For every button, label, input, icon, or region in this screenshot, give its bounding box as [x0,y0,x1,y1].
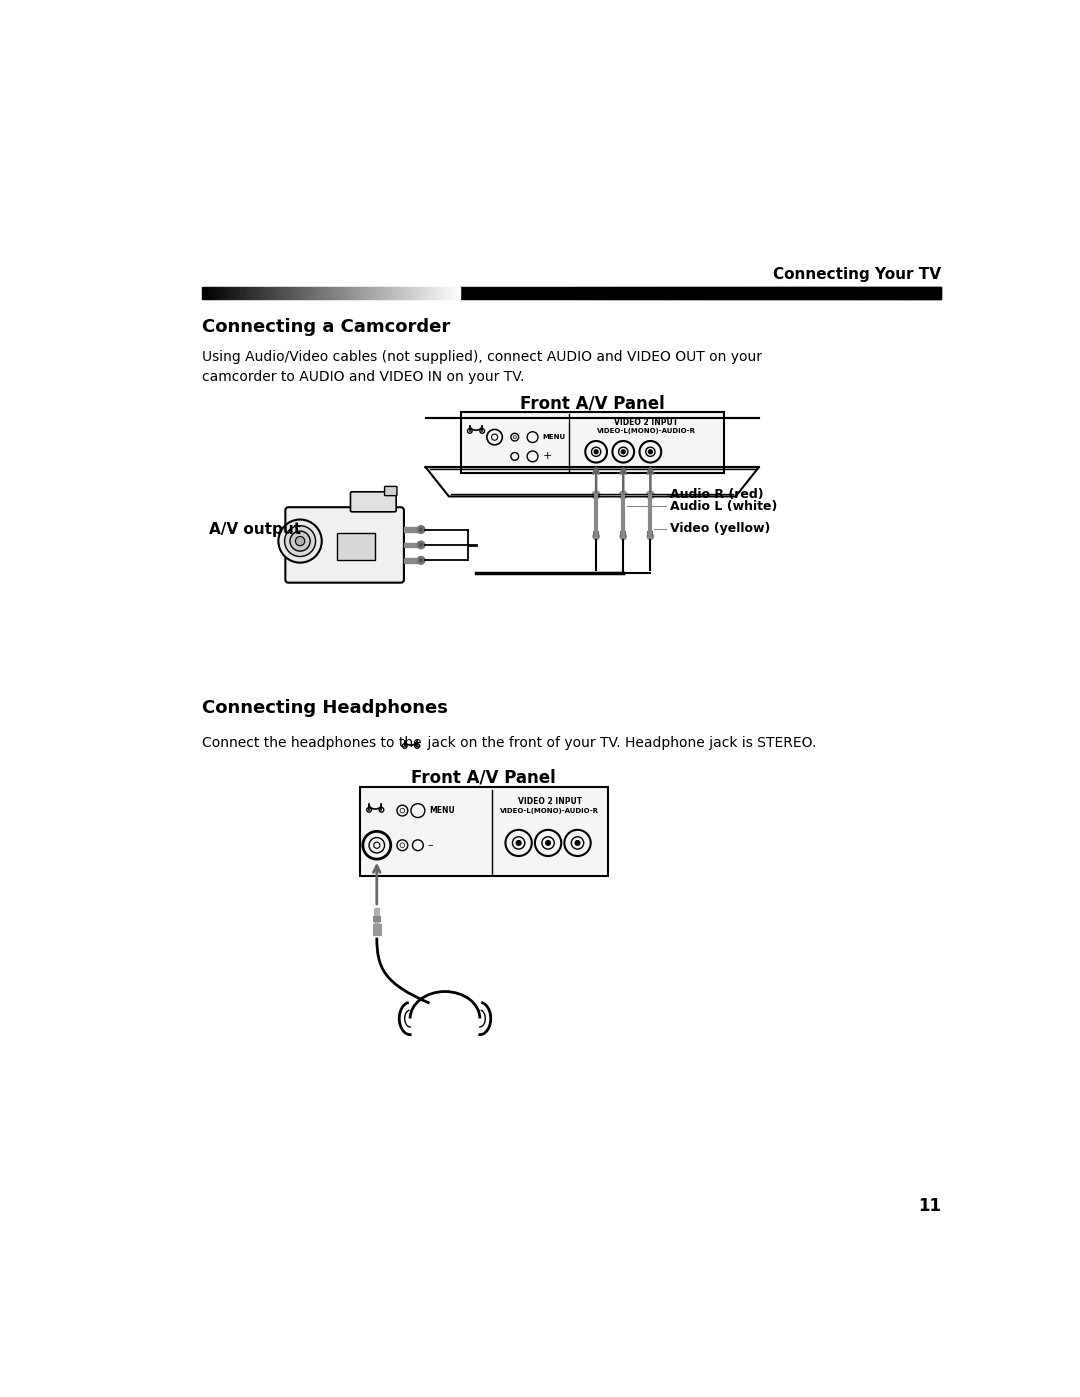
Bar [404,557,419,563]
Bar [593,531,599,538]
Text: MENU: MENU [430,806,456,814]
Bar [373,916,380,922]
Circle shape [621,450,625,454]
Bar [647,531,653,538]
Circle shape [279,520,322,563]
FancyBboxPatch shape [384,486,397,496]
Circle shape [419,559,422,562]
Circle shape [620,534,626,539]
Text: Front A/V Panel: Front A/V Panel [411,768,556,787]
Text: VIDEO 2 INPUT: VIDEO 2 INPUT [517,796,582,806]
Text: VIDEO-L(MONO)-AUDIO-R: VIDEO-L(MONO)-AUDIO-R [500,807,599,813]
Text: VIDEO 2 INPUT: VIDEO 2 INPUT [615,418,678,427]
Text: Connecting Headphones: Connecting Headphones [202,698,447,717]
FancyBboxPatch shape [350,492,396,511]
Text: jack on the front of your TV. Headphone jack is STEREO.: jack on the front of your TV. Headphone … [422,736,815,750]
Bar [360,788,608,876]
Text: 11: 11 [918,1197,941,1215]
Circle shape [619,490,627,499]
Bar [460,412,724,474]
Text: +: + [542,451,552,461]
Text: Using Audio/Video cables (not supplied), connect AUDIO and VIDEO OUT on your
cam: Using Audio/Video cables (not supplied),… [202,351,761,384]
Bar [373,923,380,936]
Circle shape [417,525,424,534]
Bar [337,534,375,560]
Circle shape [593,534,599,539]
Circle shape [647,490,654,499]
Text: Connect the headphones to the: Connect the headphones to the [202,736,426,750]
Circle shape [291,531,310,550]
Text: Connecting a Camcorder: Connecting a Camcorder [202,317,450,335]
Circle shape [284,525,315,556]
Circle shape [296,536,305,546]
Text: Audio R (red): Audio R (red) [670,489,764,502]
Circle shape [516,841,521,845]
Bar [404,542,419,548]
Text: –: – [428,840,433,851]
Circle shape [545,841,551,845]
Text: Front A/V Panel: Front A/V Panel [519,395,664,412]
Bar [620,531,626,538]
Circle shape [417,541,424,549]
Text: A/V output: A/V output [210,522,301,536]
Circle shape [419,528,422,531]
FancyBboxPatch shape [285,507,404,583]
Circle shape [648,450,652,454]
Text: Video (yellow): Video (yellow) [670,522,770,535]
Circle shape [419,543,422,546]
Text: VIDEO-L(MONO)-AUDIO-R: VIDEO-L(MONO)-AUDIO-R [597,427,696,434]
Bar [375,908,379,932]
Text: MENU: MENU [542,434,566,440]
Circle shape [594,450,598,454]
Circle shape [417,556,424,564]
Circle shape [647,534,653,539]
Text: Connecting Your TV: Connecting Your TV [773,267,941,282]
Text: Audio L (white): Audio L (white) [670,500,778,513]
Circle shape [592,490,600,499]
Circle shape [576,841,580,845]
Bar [404,527,419,532]
